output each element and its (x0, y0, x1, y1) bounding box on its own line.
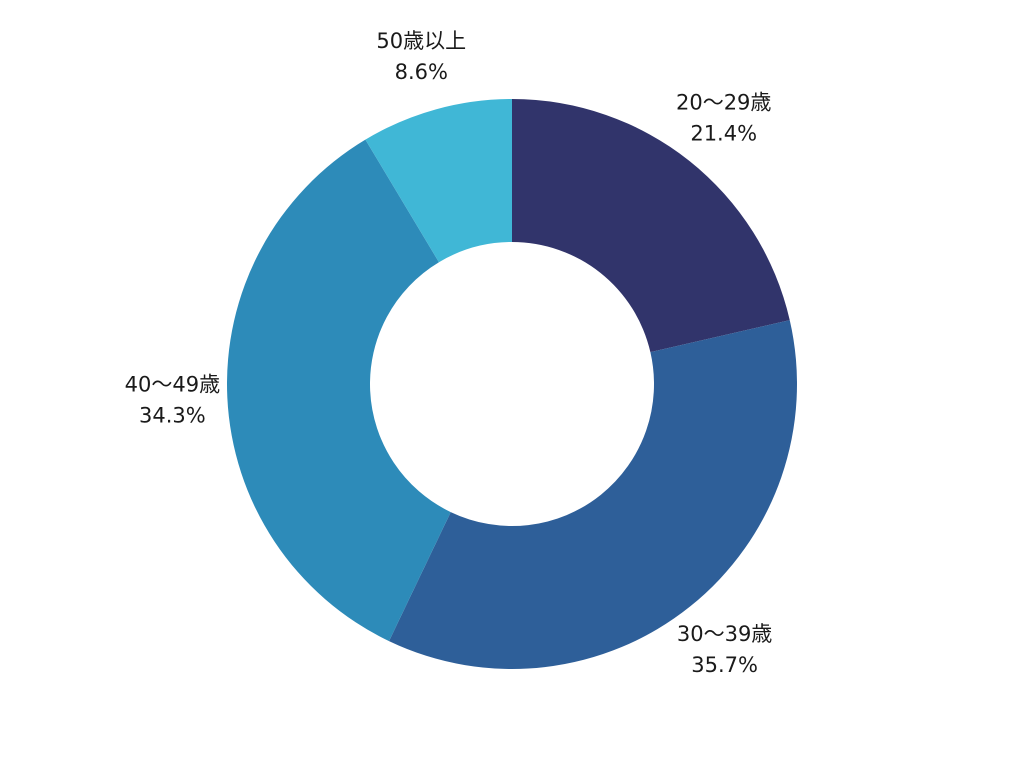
value-label: 8.6% (395, 60, 448, 84)
slice-label-40-49-2: 40〜49歳 34.3% (125, 373, 220, 428)
slice-20-29-0 (512, 99, 790, 353)
slice-50-3 (365, 99, 512, 263)
slice-label-30-39-1: 30〜39歳 35.7% (677, 622, 772, 677)
category-label: 30〜39歳 (677, 622, 772, 646)
slices-group (227, 99, 797, 669)
labels-group: 20〜29歳 21.4% 30〜39歳 35.7% 40〜49歳 34.3% 50歳以上 8.… (125, 29, 773, 677)
slice-label-50-3: 50歳以上 8.6% (376, 29, 466, 84)
slice-40-49-2 (227, 139, 451, 642)
category-label: 40〜49歳 (125, 373, 220, 397)
slice-label-20-29-0: 20〜29歳 21.4% (676, 91, 771, 146)
category-label: 20〜29歳 (676, 91, 771, 115)
value-label: 35.7% (691, 653, 758, 677)
value-label: 21.4% (690, 122, 757, 146)
value-label: 34.3% (139, 404, 206, 428)
slice-30-39-1 (389, 320, 797, 669)
category-label: 50歳以上 (376, 29, 466, 53)
